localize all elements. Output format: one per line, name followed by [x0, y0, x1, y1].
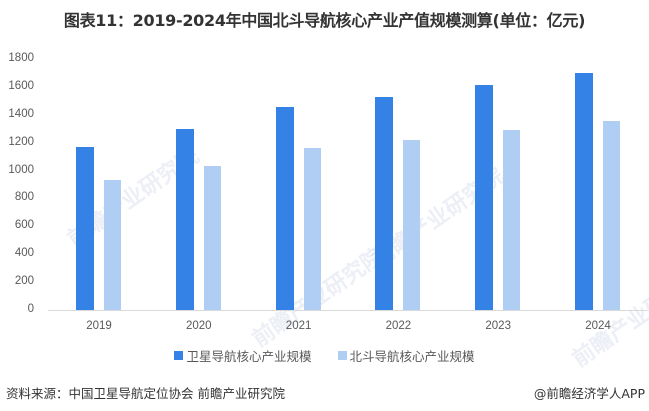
bar-satellite-2021 [275, 106, 294, 310]
y-tick-label: 1200 [8, 135, 34, 148]
x-tick-label: 2023 [485, 320, 511, 332]
bar-satellite-2023 [475, 84, 494, 310]
y-tick-label: 800 [14, 191, 34, 204]
x-tick-label: 2021 [285, 320, 312, 332]
bar-beidou-2020 [203, 165, 221, 310]
legend-label: 北斗导航核心产业规模 [349, 349, 475, 364]
bar-beidou-2024 [603, 120, 620, 310]
y-tick-label: 600 [14, 219, 34, 232]
credit-note: @前瞻经济学人APP [533, 386, 645, 401]
bar-beidou-2019 [104, 179, 121, 310]
y-tick-label: 200 [14, 275, 34, 288]
bar-satellite-2019 [76, 146, 94, 310]
legend-swatch-icon [174, 351, 184, 360]
x-tick-label: 2024 [585, 320, 611, 332]
chart-legend: 卫星导航核心产业规模 北斗导航核心产业规模 [0, 346, 649, 365]
y-tick-label: 0 [27, 303, 34, 315]
legend-swatch-icon [337, 351, 347, 360]
y-tick-label: 1400 [8, 107, 34, 120]
bar-beidou-2022 [403, 140, 421, 310]
bar-satellite-2024 [575, 72, 593, 310]
x-tick-label: 2019 [86, 320, 112, 332]
y-tick-label: 400 [14, 247, 34, 260]
bar-satellite-2022 [375, 96, 394, 310]
y-tick-label: 1600 [8, 79, 34, 92]
source-note: 资料来源：中国卫星导航定位协会 前瞻产业研究院 [6, 386, 285, 401]
bar-beidou-2023 [503, 129, 521, 310]
x-tick-label: 2020 [186, 320, 212, 332]
legend-item-satellite: 卫星导航核心产业规模 [174, 346, 312, 365]
y-tick-label: 1000 [8, 163, 34, 176]
x-axis-line [48, 310, 647, 311]
chart-title: 图表11：2019-2024年中国北斗导航核心产业产值规模测算(单位：亿元) [63, 11, 586, 30]
legend-label: 卫星导航核心产业规模 [186, 349, 312, 364]
y-tick-label: 1800 [8, 52, 34, 64]
bar-beidou-2021 [303, 147, 321, 310]
x-tick-label: 2022 [385, 320, 412, 332]
legend-item-beidou: 北斗导航核心产业规模 [337, 346, 475, 365]
bar-satellite-2020 [175, 128, 194, 310]
